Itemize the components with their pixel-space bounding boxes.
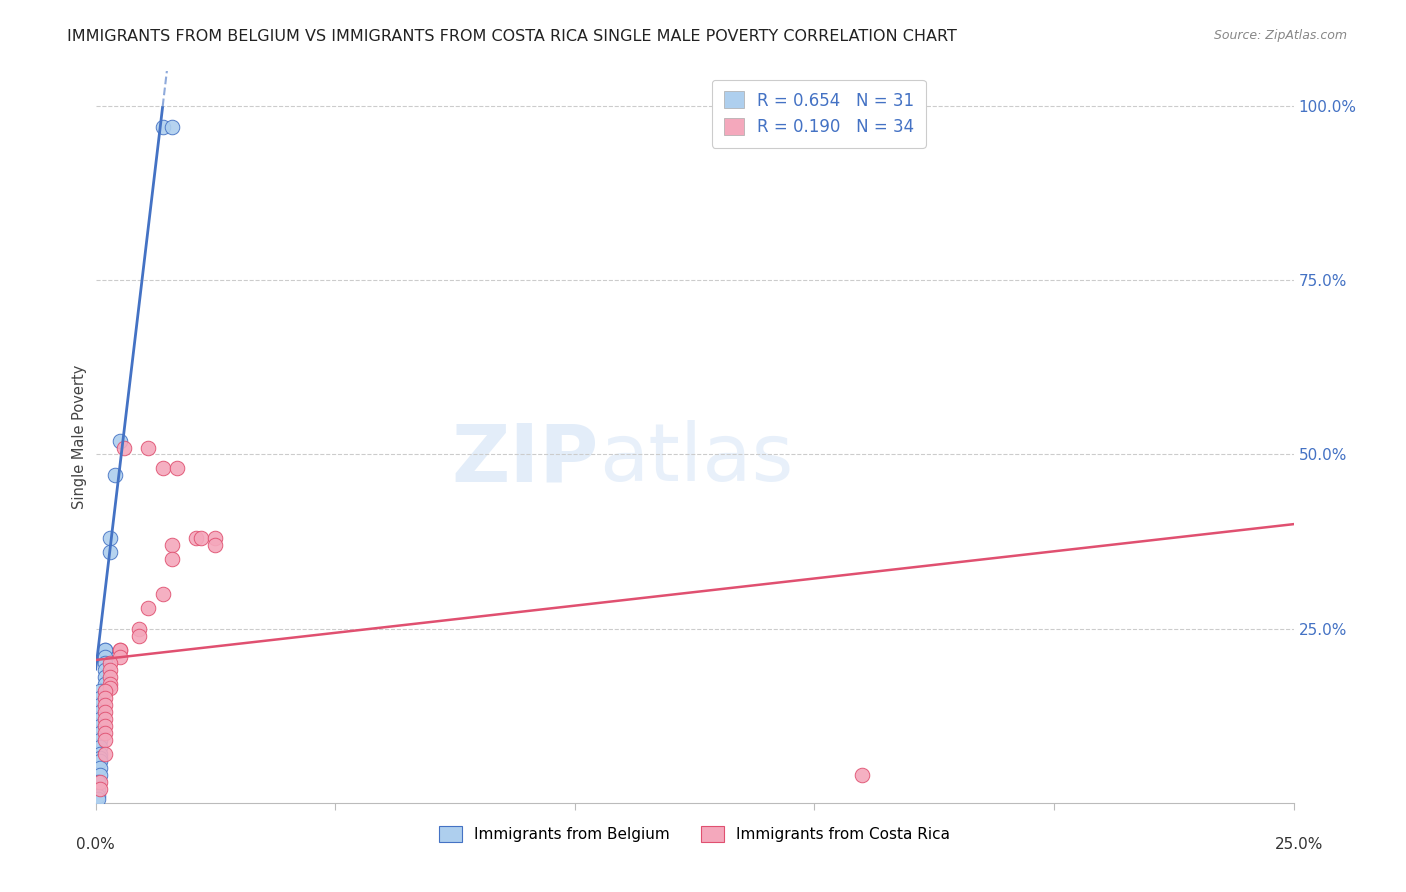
Point xyxy=(89,750,111,764)
Point xyxy=(204,538,226,552)
Point xyxy=(89,768,111,782)
Text: 0.0%: 0.0% xyxy=(76,838,115,852)
Point xyxy=(162,120,184,134)
Point xyxy=(94,726,117,740)
Point xyxy=(94,733,117,747)
Point xyxy=(94,691,117,706)
Point xyxy=(108,434,131,448)
Point xyxy=(98,681,121,695)
Text: atlas: atlas xyxy=(599,420,793,498)
Legend: R = 0.654   N = 31, R = 0.190   N = 34: R = 0.654 N = 31, R = 0.190 N = 34 xyxy=(711,79,925,148)
Text: 25.0%: 25.0% xyxy=(1275,838,1323,852)
Point xyxy=(152,461,174,475)
Point xyxy=(94,649,117,664)
Point xyxy=(89,684,111,698)
Point xyxy=(104,468,127,483)
Point xyxy=(94,719,117,733)
Point xyxy=(108,642,131,657)
Point xyxy=(87,775,110,789)
Point xyxy=(94,657,117,671)
Point xyxy=(204,531,226,545)
Point xyxy=(89,781,111,796)
Point xyxy=(89,691,111,706)
Point xyxy=(87,781,110,796)
Point xyxy=(94,664,117,678)
Point xyxy=(89,761,111,775)
Point xyxy=(94,684,117,698)
Point xyxy=(89,747,111,761)
Point xyxy=(87,792,110,806)
Point xyxy=(87,789,110,803)
Point xyxy=(89,754,111,768)
Point xyxy=(190,531,212,545)
Text: ZIP: ZIP xyxy=(451,420,599,498)
Point xyxy=(98,677,121,691)
Point xyxy=(112,441,135,455)
Point xyxy=(94,670,117,684)
Point xyxy=(128,622,150,636)
Point xyxy=(128,629,150,643)
Point xyxy=(89,733,111,747)
Point xyxy=(166,461,188,475)
Point xyxy=(98,670,121,684)
Point xyxy=(98,664,121,678)
Point xyxy=(94,642,117,657)
Point xyxy=(98,531,121,545)
Point xyxy=(89,705,111,719)
Point xyxy=(89,740,111,755)
Point xyxy=(851,768,873,782)
Y-axis label: Single Male Poverty: Single Male Poverty xyxy=(72,365,87,509)
Point xyxy=(94,712,117,726)
Point xyxy=(136,441,159,455)
Point xyxy=(94,698,117,713)
Point xyxy=(108,649,131,664)
Point xyxy=(94,677,117,691)
Point xyxy=(89,775,111,789)
Point xyxy=(136,600,159,615)
Point xyxy=(89,698,111,713)
Point xyxy=(162,552,184,566)
Point xyxy=(94,705,117,719)
Text: Source: ZipAtlas.com: Source: ZipAtlas.com xyxy=(1213,29,1347,42)
Point xyxy=(108,642,131,657)
Point xyxy=(98,545,121,559)
Point xyxy=(89,712,111,726)
Point xyxy=(89,726,111,740)
Point xyxy=(186,531,208,545)
Point xyxy=(152,587,174,601)
Text: IMMIGRANTS FROM BELGIUM VS IMMIGRANTS FROM COSTA RICA SINGLE MALE POVERTY CORREL: IMMIGRANTS FROM BELGIUM VS IMMIGRANTS FR… xyxy=(67,29,957,44)
Point xyxy=(94,747,117,761)
Point xyxy=(152,120,174,134)
Point xyxy=(162,538,184,552)
Point xyxy=(89,719,111,733)
Point xyxy=(94,642,117,657)
Point xyxy=(98,657,121,671)
